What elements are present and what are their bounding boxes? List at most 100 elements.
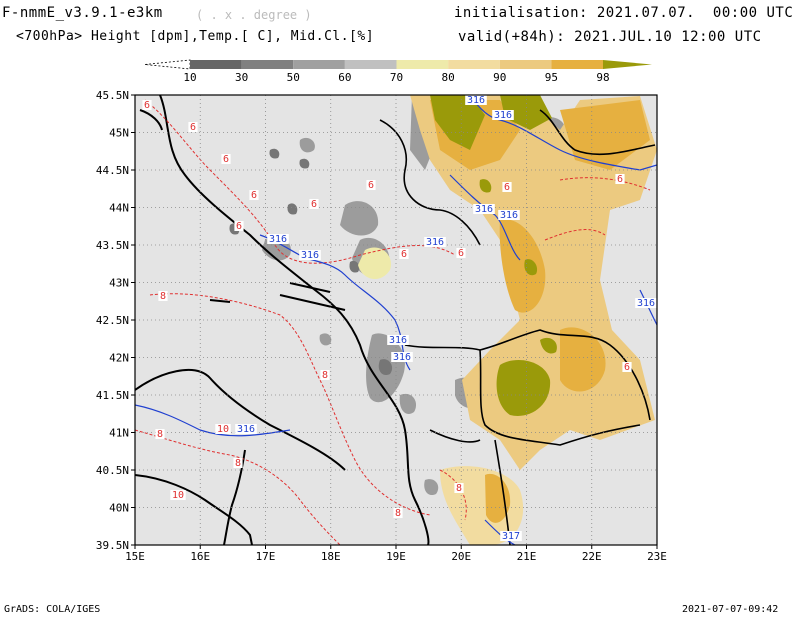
contour-label: 316: [389, 335, 407, 346]
lon-label: 16E: [190, 550, 210, 563]
colorbar-level-label: 90: [493, 71, 506, 84]
colorbar-swatch: [396, 60, 449, 69]
lat-label: 43.5N: [96, 239, 129, 252]
contour-label-bg: [393, 508, 403, 518]
contour-label-bg: [635, 298, 657, 308]
contour-label-bg: [221, 154, 231, 164]
lat-label: 45.5N: [96, 89, 129, 102]
coastlines-and-borders: [135, 95, 430, 545]
lon-label: 18E: [321, 550, 341, 563]
grads-credit: GrADS: COLA/IGES: [4, 604, 101, 615]
contour-label-bg: [498, 210, 520, 220]
valid-time: valid(+84h): 2021.JUL.10 12:00 UTC: [458, 29, 762, 45]
contour-label: 8: [235, 458, 241, 469]
lon-label: 15E: [125, 550, 145, 563]
contour-label-bg: [391, 352, 413, 362]
contour-label-bg: [142, 100, 152, 110]
field-description: <700hPa> Height [dpm],Temp.[ C], Mid.Cl.…: [16, 29, 375, 44]
contour-label-bg: [249, 190, 259, 200]
map-panel: [135, 95, 657, 545]
initialisation-time: initialisation: 2021.07.07. 00:00 UTC: [454, 5, 794, 21]
latitude-labels: 45.5N 45N 44.5N 44N 43.5N 43N 42.5N 42N 41.5N 41N…: [96, 89, 129, 552]
lat-label: 40N: [109, 502, 129, 515]
contour-label-bg: [320, 370, 330, 380]
contour-label: 6: [251, 190, 257, 201]
colorbar-over-triangle: [603, 60, 652, 69]
colorbar-swatch: [190, 60, 242, 69]
contour-label-bg: [215, 424, 231, 434]
contour-label-bg: [473, 204, 495, 214]
contour-label-bg: [235, 424, 257, 434]
colorbar-swatch: [293, 60, 345, 69]
contour-label-bg: [309, 199, 319, 209]
contour-label-bg: [188, 122, 198, 132]
contour-label: 10: [217, 424, 229, 435]
colorbar-level-label: 98: [596, 71, 609, 84]
lat-label: 43N: [109, 277, 129, 290]
contour-label-bg: [615, 174, 625, 184]
contour-label: 8: [157, 429, 163, 440]
lon-label: 20E: [451, 550, 471, 563]
contour-label: 316: [426, 237, 444, 248]
contour-label: 6: [236, 221, 242, 232]
contour-label: 6: [223, 154, 229, 165]
colorbar-under-triangle: [144, 59, 191, 70]
colorbar-level-label: 60: [338, 71, 351, 84]
lat-label: 40.5N: [96, 464, 129, 477]
lat-label: 44.5N: [96, 164, 129, 177]
lon-label: 21E: [517, 550, 537, 563]
lat-label: 44N: [109, 202, 129, 215]
lon-label: 22E: [582, 550, 602, 563]
contour-label: 6: [368, 180, 374, 191]
contour-label-bg: [454, 483, 464, 493]
contour-label: 8: [322, 370, 328, 381]
colorbar-level-label: 30: [235, 71, 248, 84]
colorbar-level-label: 70: [390, 71, 403, 84]
contour-label: 316: [637, 298, 655, 309]
colorbar-swatch: [344, 60, 397, 69]
lon-label: 19E: [386, 550, 406, 563]
contour-label: 316: [500, 210, 518, 221]
contour-label: 316: [301, 250, 319, 261]
contour-label: 316: [467, 95, 485, 106]
lat-label: 41.5N: [96, 389, 129, 402]
contour-label-bg: [234, 221, 244, 231]
cloud-dark-layer: [229, 148, 393, 376]
colorbar: 10 30 50 60 70 80 90 95 98: [144, 59, 652, 84]
contour-label-bg: [387, 335, 409, 345]
contour-label: 317: [502, 531, 520, 542]
contour-label-bg: [622, 362, 632, 372]
contour-label: 316: [269, 234, 287, 245]
contour-label: 8: [456, 483, 462, 494]
contour-label-bg: [267, 234, 289, 244]
contour-label-bg: [366, 180, 376, 190]
contour-label: 6: [624, 362, 630, 373]
cloud-high-coverage: [358, 95, 657, 545]
contour-label: 6: [458, 248, 464, 259]
contour-label-bg: [155, 429, 165, 439]
model-title: F-nmmE_v3.9.1-e3km: [2, 5, 163, 21]
contour-label-bg: [170, 490, 186, 500]
units-note: ( . x . degree ): [196, 8, 312, 22]
colorbar-level-label: 80: [442, 71, 455, 84]
contour-label: 6: [617, 174, 623, 185]
lat-label: 42.5N: [96, 314, 129, 327]
contour-label: 6: [504, 182, 510, 193]
lat-label: 42N: [109, 352, 129, 365]
contour-label: 316: [237, 424, 255, 435]
contour-label-bg: [456, 248, 466, 258]
lat-label: 39.5N: [96, 539, 129, 552]
contour-label-bg: [399, 249, 409, 259]
lon-label: 23E: [647, 550, 667, 563]
colorbar-swatch: [241, 60, 294, 69]
lon-label: 17E: [256, 550, 276, 563]
contour-label: 6: [190, 122, 196, 133]
contour-label: 316: [393, 352, 411, 363]
colorbar-swatch: [448, 60, 500, 69]
contour-labels: 316 316 316 316 316 316 316 316 316 316 316 317 6 6 6 6…: [142, 95, 657, 542]
contour-label: 6: [144, 100, 150, 111]
map-frame: [134, 94, 658, 546]
contour-label: 316: [475, 204, 493, 215]
contour-label-bg: [158, 291, 168, 301]
